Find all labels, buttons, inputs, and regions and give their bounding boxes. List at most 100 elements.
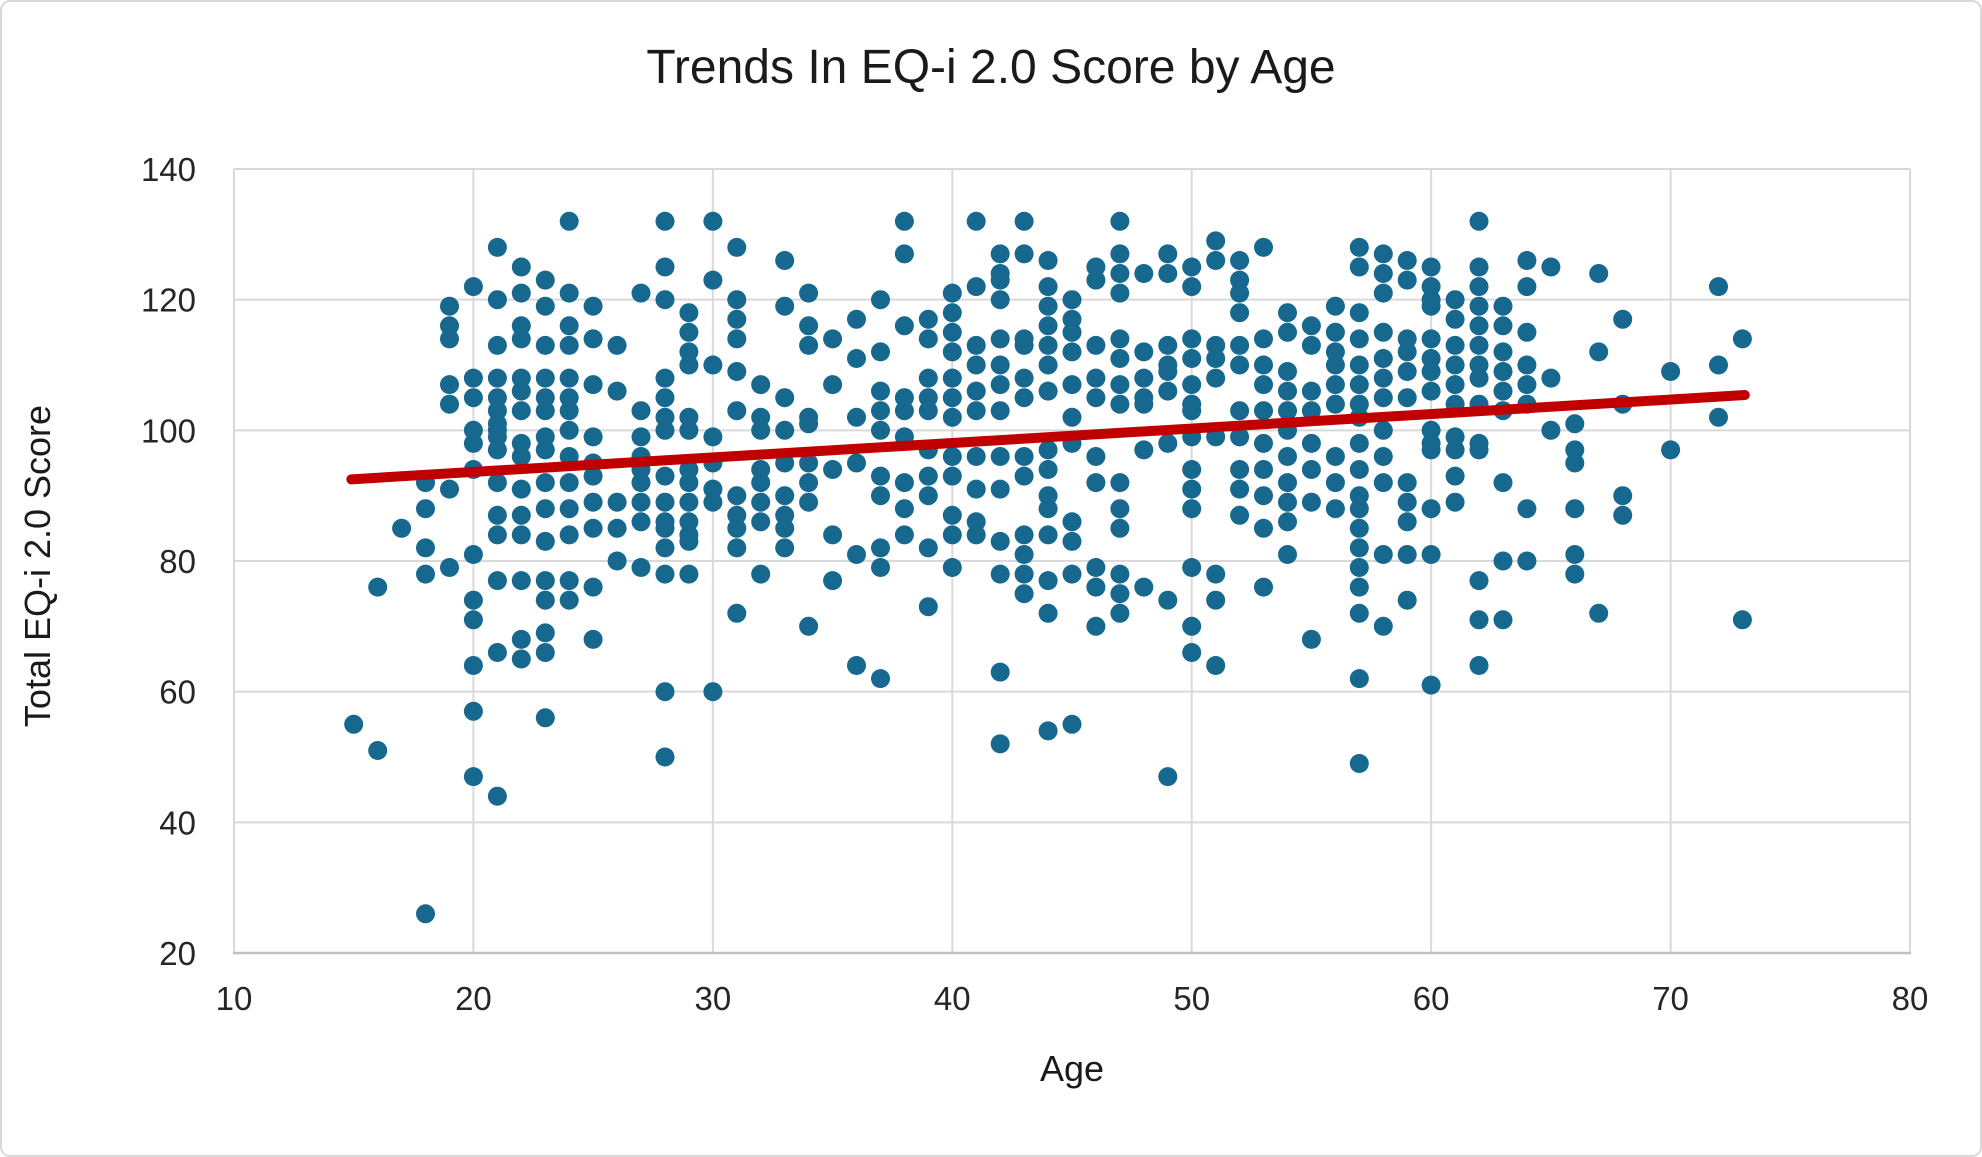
scatter-point (1206, 251, 1226, 270)
scatter-point (1254, 433, 1273, 453)
scatter-point (1014, 545, 1034, 564)
scatter-point (799, 492, 819, 512)
scatter-point (535, 643, 555, 662)
scatter-point (1709, 277, 1728, 297)
scatter-point (511, 257, 531, 277)
scatter-point (1397, 590, 1417, 610)
scatter-point (1373, 264, 1393, 283)
scatter-point (1110, 349, 1130, 368)
scatter-point (1038, 571, 1058, 591)
scatter-point (1732, 610, 1752, 630)
scatter-point (1086, 257, 1106, 277)
scatter-point (1182, 401, 1202, 421)
scatter-point (1230, 283, 1250, 303)
scatter-point (942, 322, 962, 342)
scatter-point (583, 466, 603, 486)
scatter-point (1469, 610, 1489, 630)
scatter-point (1325, 296, 1345, 316)
scatter-point (894, 473, 914, 493)
scatter-point (871, 669, 890, 689)
scatter-point (655, 682, 675, 702)
scatter-point (1278, 447, 1297, 466)
scatter-point (440, 375, 459, 395)
scatter-point (1254, 329, 1273, 349)
x-tick-label: 60 (1413, 980, 1450, 1017)
scatter-point (1517, 322, 1537, 342)
x-tick-label: 80 (1892, 980, 1929, 1017)
scatter-point (966, 277, 986, 297)
scatter-point (1230, 355, 1250, 375)
scatter-point (1278, 545, 1297, 564)
scatter-point (1254, 518, 1273, 538)
scatter-point (966, 525, 986, 545)
scatter-point (823, 571, 843, 591)
scatter-point (679, 322, 699, 342)
scatter-point (1086, 616, 1106, 636)
scatter-point (1541, 368, 1561, 388)
scatter-point (1325, 447, 1345, 466)
scatter-point (1613, 486, 1633, 506)
scatter-point (966, 211, 986, 231)
y-tick-label: 20 (159, 935, 196, 972)
scatter-point (487, 368, 507, 388)
scatter-point (1661, 440, 1681, 460)
scatter-point (559, 401, 579, 421)
scatter-point (1301, 460, 1321, 479)
scatter-point (918, 466, 938, 486)
scatter-point (1230, 427, 1250, 447)
scatter-point (607, 492, 627, 512)
scatter-point (1182, 558, 1202, 577)
scatter-point (1134, 264, 1154, 283)
x-tick-label: 30 (694, 980, 731, 1017)
scatter-point (990, 479, 1010, 499)
scatter-point (511, 329, 531, 349)
scatter-point (679, 525, 699, 545)
scatter-point (1038, 440, 1058, 460)
scatter-point (1182, 375, 1202, 395)
scatter-point (942, 466, 962, 486)
scatter-point (463, 368, 483, 388)
scatter-point (942, 447, 962, 466)
scatter-point (1062, 342, 1082, 362)
scatter-point (559, 473, 579, 493)
scatter-point (894, 499, 914, 519)
scatter-point (1565, 564, 1585, 584)
scatter-point (535, 368, 555, 388)
scatter-point (607, 551, 627, 571)
scatter-point (1469, 211, 1489, 231)
scatter-point (1062, 531, 1082, 551)
scatter-point (966, 401, 986, 421)
scatter-point (775, 296, 795, 316)
scatter-point (1349, 486, 1369, 506)
scatter-point (607, 381, 627, 401)
y-tick-label: 40 (159, 804, 196, 841)
scatter-point (535, 440, 555, 460)
scatter-point (1182, 479, 1202, 499)
scatter-point (631, 512, 651, 532)
x-tick-label: 40 (934, 980, 971, 1017)
scatter-point (1062, 375, 1082, 395)
scatter-point (990, 734, 1010, 754)
scatter-point (751, 492, 771, 512)
scatter-point (1086, 473, 1106, 493)
scatter-point (655, 564, 675, 584)
x-tick-label: 70 (1652, 980, 1689, 1017)
scatter-point (1014, 584, 1034, 604)
scatter-point (1301, 629, 1321, 649)
scatter-point (440, 479, 459, 499)
scatter-point (1445, 309, 1465, 329)
scatter-point (559, 388, 579, 408)
scatter-point (918, 401, 938, 421)
scatter-point (631, 283, 651, 303)
scatter-point (918, 329, 938, 349)
scatter-point (1469, 277, 1489, 297)
scatter-point (487, 525, 507, 545)
scatter-point (1469, 440, 1489, 460)
scatter-point (535, 296, 555, 316)
scatter-point (655, 518, 675, 538)
scatter-point (679, 564, 699, 584)
scatter-point (1421, 440, 1441, 460)
scatter-point (1062, 407, 1082, 427)
scatter-point (1469, 296, 1489, 316)
scatter-point (871, 401, 890, 421)
